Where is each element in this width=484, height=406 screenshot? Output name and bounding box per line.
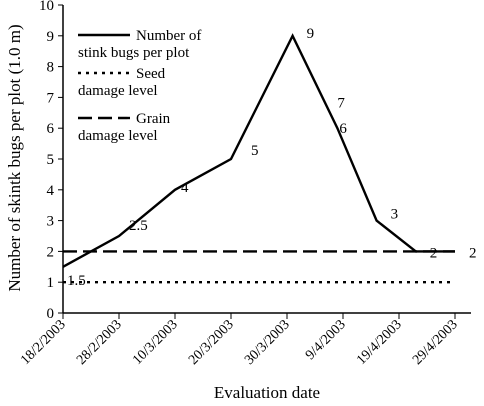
y-tick-label: 10 xyxy=(39,0,54,14)
y-tick-label: 0 xyxy=(47,306,55,322)
data-label: 2 xyxy=(430,245,438,261)
x-tick-label: 20/3/2003 xyxy=(186,317,237,368)
y-tick-label: 7 xyxy=(47,90,55,106)
x-tick-label: 28/2/2003 xyxy=(74,317,125,368)
data-label: 3 xyxy=(391,207,399,223)
data-label: 2.5 xyxy=(129,218,148,234)
data-label: 1.5 xyxy=(67,273,86,289)
y-tick-label: 9 xyxy=(47,29,55,45)
x-tick-label: 9/4/2003 xyxy=(303,317,349,363)
series-layer xyxy=(62,33,455,284)
x-tick-label: 30/3/2003 xyxy=(242,317,293,368)
data-label: 5 xyxy=(251,143,259,159)
x-tick-label: 10/3/2003 xyxy=(130,317,181,368)
x-ticks: 18/2/2003 28/2/2003 10/3/2003 20/3/2003 30/3… xyxy=(18,313,461,368)
x-tick-label: 18/2/2003 xyxy=(18,317,69,368)
y-tick-label: 5 xyxy=(47,152,55,168)
y-tick-label: 3 xyxy=(47,214,55,230)
y-tick-label: 1 xyxy=(47,275,55,291)
y-tick-label: 2 xyxy=(47,244,55,260)
y-axis-title: Number of skintk bugs per plot (1.0 m) xyxy=(5,24,24,291)
y-tick-label: 6 xyxy=(47,121,55,137)
x-tick-label: 29/4/2003 xyxy=(410,317,461,368)
legend-label: Grain damage level xyxy=(78,111,171,144)
data-label: 2 xyxy=(469,245,477,261)
annotation-label: 7 xyxy=(337,95,345,111)
series-line-1 xyxy=(62,33,455,268)
legend-label: Seed damage level xyxy=(78,66,166,99)
data-label: 4 xyxy=(181,180,189,196)
legend-label: Number of stink bugs per plot xyxy=(78,28,201,61)
x-axis-title: Evaluation date xyxy=(214,383,320,402)
y-tick-label: 8 xyxy=(47,60,55,76)
data-labels: 1.5 2.5 4 5 9 6 3 2 2 7 xyxy=(67,26,477,289)
y-ticks: 0 1 2 3 4 5 6 7 8 9 10 xyxy=(39,0,63,322)
legend: Number of stink bugs per plot Seed damage l… xyxy=(78,28,201,144)
x-tick-label: 19/4/2003 xyxy=(354,317,405,368)
data-label: 6 xyxy=(339,121,347,137)
y-tick-label: 4 xyxy=(47,183,55,199)
data-label: 9 xyxy=(307,26,315,42)
